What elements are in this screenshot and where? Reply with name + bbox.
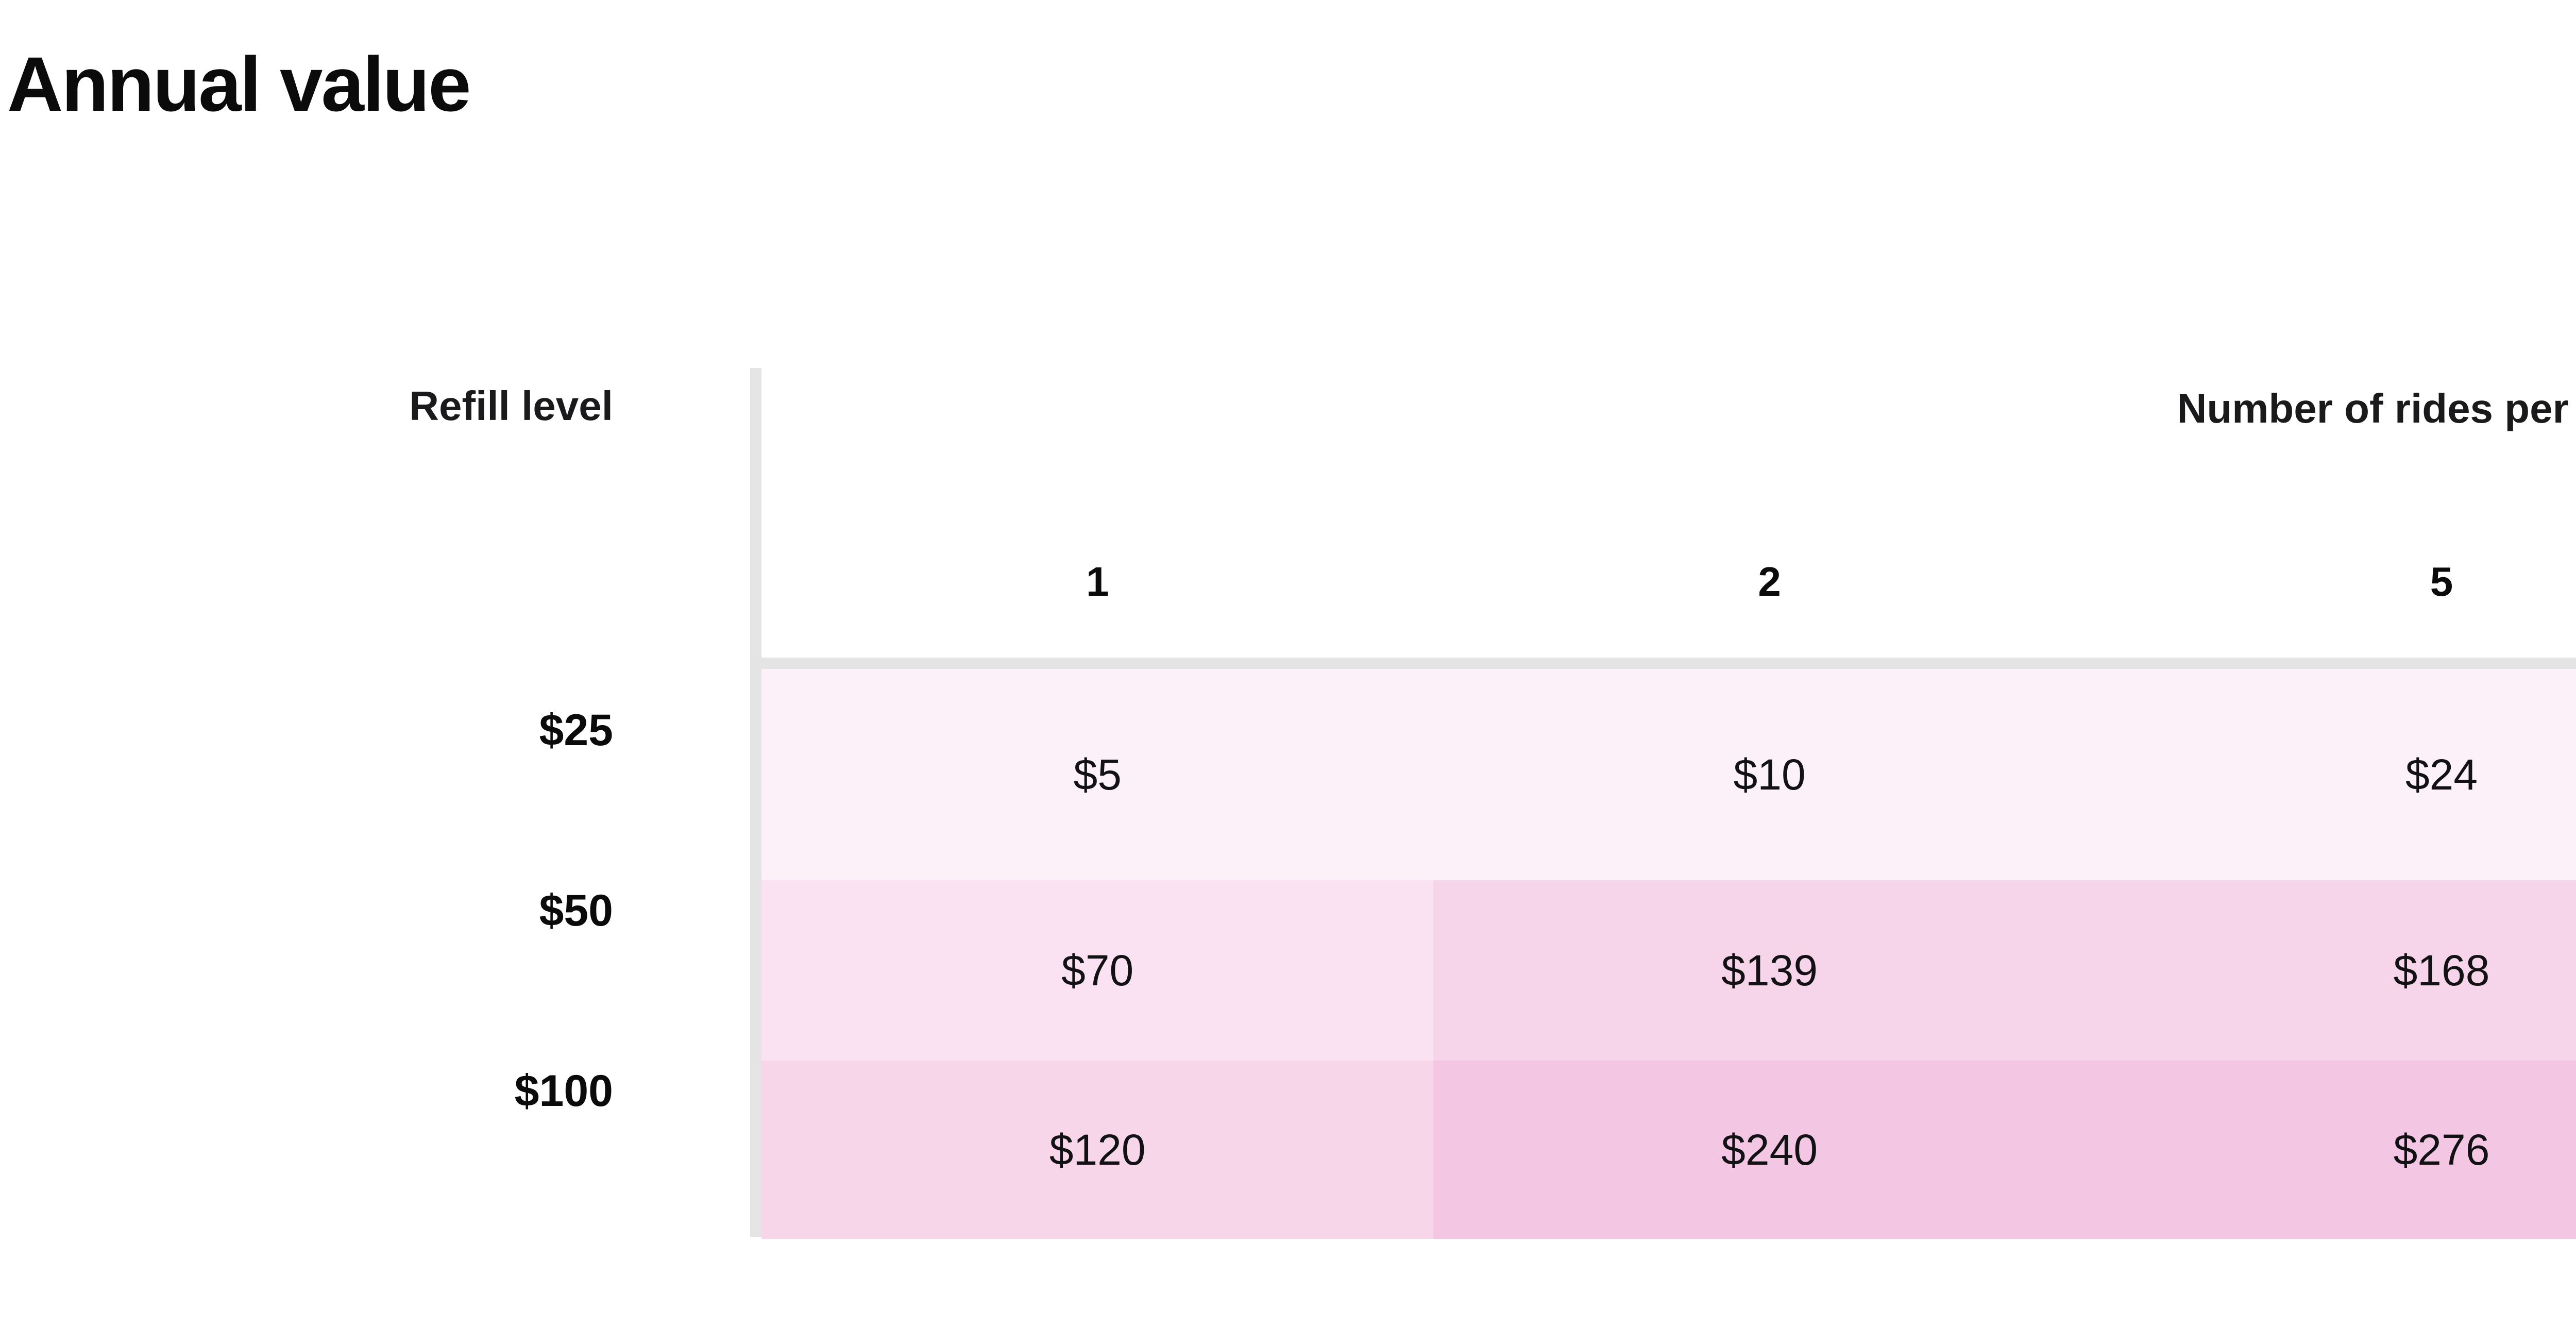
stub-header-label: Refill level [409,383,613,429]
page-title: Annual value [7,41,471,127]
heatmap-cell: $168 [2105,880,2576,1061]
row-header-1: $50 [539,886,614,935]
column-header-5: 5 [2430,559,2453,605]
stub-column: Refill level $25 $50 $100 [0,368,750,1239]
header-separator-rule [761,658,2576,669]
column-header-1: 1 [1086,559,1109,605]
data-column-5: 5 $24 $168 $276 [2105,368,2576,1239]
heatmap-grid: 1 $5 $70 $120 2 $10 $139 $240 5 $24 $168… [761,368,2576,1239]
annual-value-table: Refill level $25 $50 $100 Number of ride… [0,368,2576,1239]
stub-column-divider [750,368,761,1237]
data-column-1: 1 $5 $70 $120 [761,368,1434,1239]
heatmap-cell: $139 [1433,880,2106,1061]
heatmap-cell: $240 [1433,1061,2106,1239]
column-header-2: 2 [1758,559,1781,605]
heatmap-cell: $10 [1433,669,2106,880]
heatmap-cell: $276 [2105,1061,2576,1239]
heatmap-cell: $24 [2105,669,2576,880]
row-header-2: $100 [514,1066,613,1116]
data-column-2: 2 $10 $139 $240 [1433,368,2106,1239]
spanner-header-label: Number of rides per month [2177,385,2576,431]
heatmap-cell: $120 [761,1061,1434,1239]
heatmap-cell: $5 [761,669,1434,880]
heatmap-cell: $70 [761,880,1434,1061]
row-header-0: $25 [539,706,614,755]
